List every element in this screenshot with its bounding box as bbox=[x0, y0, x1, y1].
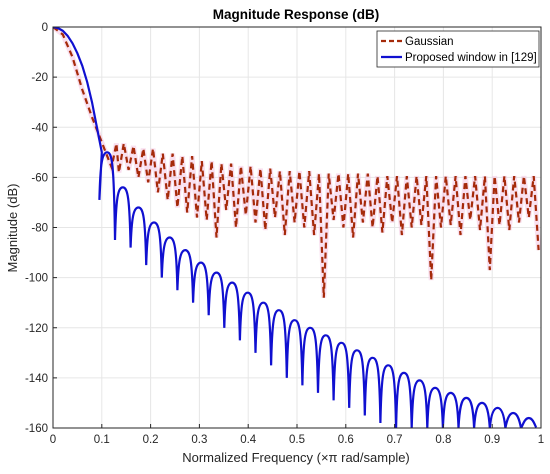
y-axis-label: Magnitude (dB) bbox=[5, 184, 20, 273]
x-tick-label: 0 bbox=[50, 434, 56, 446]
y-tick-label: 0 bbox=[42, 22, 48, 34]
y-tick-label: -100 bbox=[25, 273, 48, 285]
y-tick-label: -80 bbox=[31, 223, 48, 235]
x-tick-label: 0.4 bbox=[240, 434, 257, 446]
legend-box bbox=[376, 30, 540, 68]
x-tick-label: 0.9 bbox=[484, 434, 500, 446]
y-axis-ticks: 0 -20 -40 -60 -80 -100 -120 -140 -160 bbox=[25, 22, 57, 435]
x-tick-label: 0.7 bbox=[387, 434, 403, 446]
y-tick-label: -140 bbox=[25, 373, 48, 385]
x-tick-label: 0.3 bbox=[191, 434, 207, 446]
x-tick-label: 1 bbox=[538, 434, 544, 446]
legend: Gaussian Proposed window in [129] bbox=[376, 30, 540, 68]
x-tick-label: 0.1 bbox=[94, 434, 110, 446]
x-tick-label: 0.6 bbox=[338, 434, 354, 446]
legend-label-gaussian: Gaussian bbox=[405, 36, 454, 48]
x-tick-label: 0.5 bbox=[289, 434, 305, 446]
series-gaussian-line bbox=[53, 27, 540, 298]
x-axis-ticks: 0 0.1 0.2 0.3 0.4 0.5 0.6 0.7 0.8 0.9 1 bbox=[50, 424, 544, 446]
series-proposed-window-line bbox=[53, 27, 538, 428]
y-tick-label: -40 bbox=[31, 122, 48, 134]
y-tick-label: -120 bbox=[25, 323, 48, 335]
y-tick-label: -60 bbox=[31, 172, 48, 184]
x-tick-label: 0.2 bbox=[143, 434, 159, 446]
legend-label-proposed-window: Proposed window in [129] bbox=[405, 52, 537, 64]
y-tick-label: -160 bbox=[25, 423, 48, 435]
chart-title: Magnitude Response (dB) bbox=[213, 7, 380, 22]
x-tick-label: 0.8 bbox=[435, 434, 451, 446]
x-axis-label: Normalized Frequency (×π rad/sample) bbox=[182, 450, 410, 465]
series-layer bbox=[53, 27, 541, 428]
y-tick-label: -20 bbox=[31, 72, 48, 84]
